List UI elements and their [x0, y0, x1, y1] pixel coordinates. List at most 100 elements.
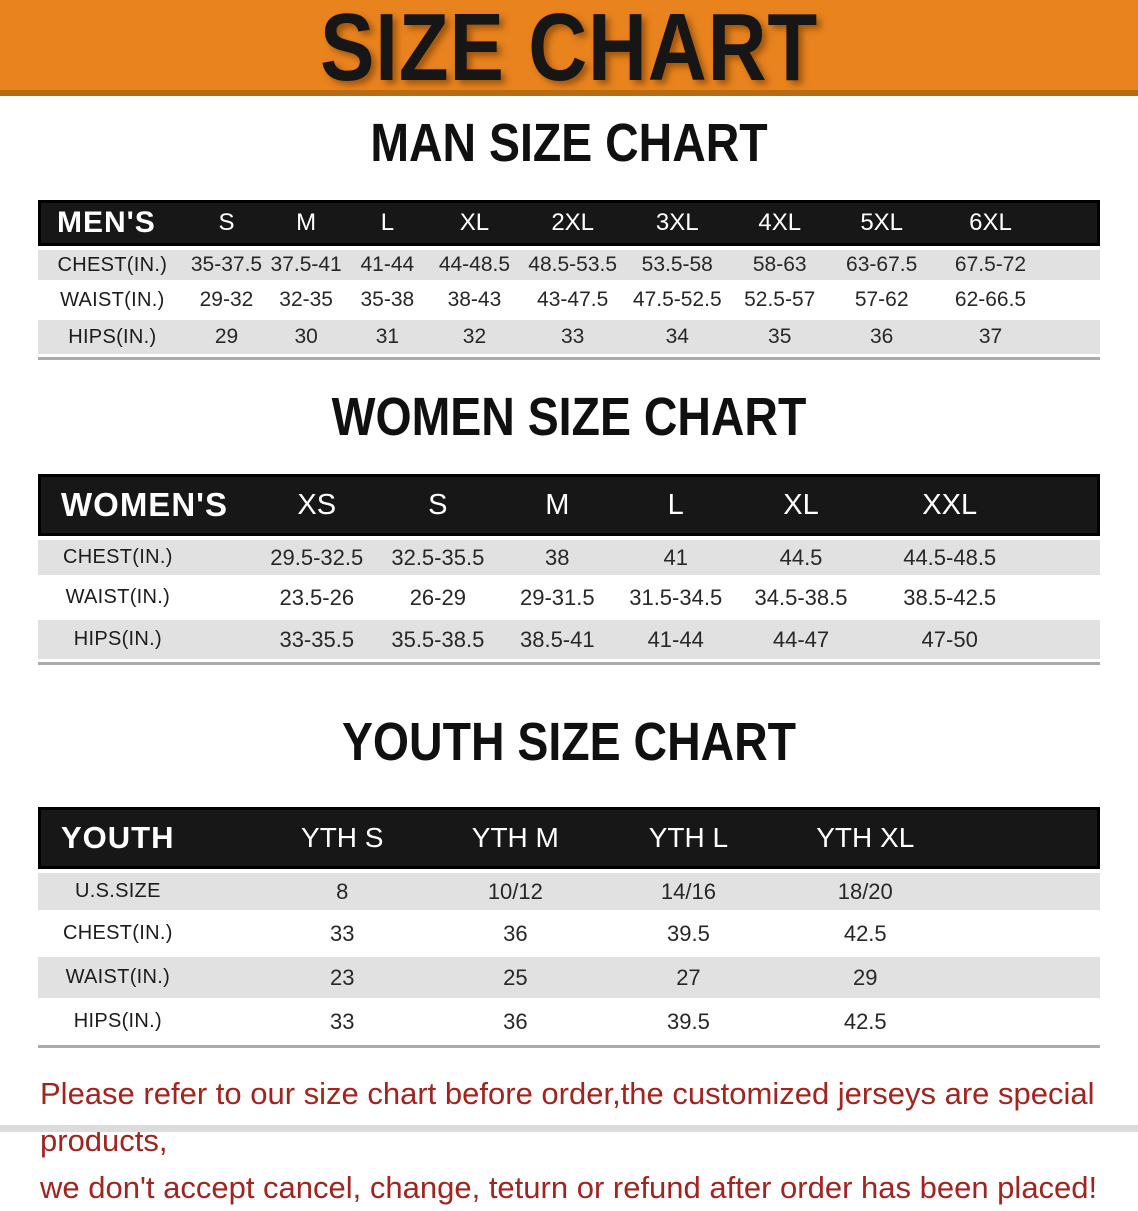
size-value-cell: 47-50 [867, 620, 1032, 662]
youth-size-table: YOUTH YTH S YTH M YTH L YTH XL U.S.SIZE … [38, 807, 1100, 1048]
row-label: U.S.SIZE [38, 869, 256, 913]
size-value-cell: 34 [625, 320, 730, 357]
size-value-cell: 57-62 [830, 283, 934, 320]
table-row: WAIST(IN.) 23 25 27 29 [38, 957, 1100, 1001]
size-value-cell: 33 [255, 1001, 429, 1045]
size-value-cell: 38 [497, 536, 617, 578]
size-value-cell: 29 [186, 320, 267, 357]
table-row: HIPS(IN.) 33-35.5 35.5-38.5 38.5-41 41-4… [38, 620, 1100, 662]
size-value-cell: 35-37.5 [186, 246, 267, 283]
men-table-header-row: MEN'S S M L XL 2XL 3XL 4XL 5XL 6XL [38, 200, 1100, 246]
table-row: WAIST(IN.) 23.5-26 26-29 29-31.5 31.5-34… [38, 578, 1100, 620]
size-col-header: XL [734, 474, 868, 536]
size-value-cell: 14/16 [601, 869, 775, 913]
size-value-cell: 48.5-53.5 [520, 246, 626, 283]
table-row: CHEST(IN.) 29.5-32.5 32.5-35.5 38 41 44.… [38, 536, 1100, 578]
size-value-cell: 26-29 [377, 578, 498, 620]
size-value-cell: 39.5 [601, 1001, 775, 1045]
size-value-cell: 47.5-52.5 [625, 283, 730, 320]
size-value-cell: 36 [428, 1001, 602, 1045]
disclaimer-line-2: we don't accept cancel, change, teturn o… [40, 1170, 1098, 1205]
size-value-cell: 29.5-32.5 [255, 536, 378, 578]
row-label: WAIST(IN.) [38, 957, 256, 1001]
size-value-cell: 35-38 [345, 283, 429, 320]
size-col-header: 2XL [520, 200, 626, 246]
row-label: WAIST(IN.) [38, 578, 256, 620]
size-value-cell: 29 [774, 957, 956, 1001]
youth-chart-heading: YOUTH SIZE CHART [0, 712, 1138, 781]
size-value-cell: 31.5-34.5 [616, 578, 735, 620]
size-col-header: YTH XL [774, 807, 956, 869]
size-col-header: 4XL [729, 200, 831, 246]
size-value-cell: 25 [428, 957, 602, 1001]
disclaimer-line-1: Please refer to our size chart before or… [40, 1076, 1095, 1158]
men-chart-heading: MAN SIZE CHART [0, 113, 1138, 182]
banner-title: SIZE CHART [319, 0, 819, 96]
size-col-header: M [266, 200, 346, 246]
row-label: HIPS(IN.) [38, 320, 187, 357]
size-value-cell: 36 [428, 913, 602, 957]
size-value-cell: 67.5-72 [933, 246, 1048, 283]
filler-cell [1047, 283, 1100, 320]
size-value-cell: 32 [428, 320, 521, 357]
size-value-cell: 41-44 [616, 620, 735, 662]
filler-cell [1032, 474, 1100, 536]
table-row: HIPS(IN.) 33 36 39.5 42.5 [38, 1001, 1100, 1045]
men-chart-heading-text: MAN SIZE CHART [370, 113, 768, 173]
size-value-cell: 33 [255, 913, 429, 957]
filler-cell [1032, 620, 1100, 662]
size-value-cell: 32.5-35.5 [377, 536, 498, 578]
size-value-cell: 44.5-48.5 [867, 536, 1032, 578]
size-col-header: 6XL [933, 200, 1048, 246]
youth-table-header-row: YOUTH YTH S YTH M YTH L YTH XL [38, 807, 1100, 869]
row-label: HIPS(IN.) [38, 620, 256, 662]
size-value-cell: 18/20 [774, 869, 956, 913]
size-value-cell: 38.5-41 [497, 620, 617, 662]
size-value-cell: 42.5 [774, 1001, 956, 1045]
size-value-cell: 33 [520, 320, 626, 357]
size-col-header: 3XL [625, 200, 730, 246]
size-value-cell: 29-31.5 [497, 578, 617, 620]
size-value-cell: 33-35.5 [255, 620, 378, 662]
size-value-cell: 38-43 [428, 283, 521, 320]
size-value-cell: 34.5-38.5 [734, 578, 868, 620]
filler-cell [1032, 536, 1100, 578]
size-col-header: YTH L [601, 807, 775, 869]
size-value-cell: 23.5-26 [255, 578, 378, 620]
women-table-title: WOMEN'S [38, 474, 256, 536]
size-col-header: YTH M [428, 807, 602, 869]
size-value-cell: 37 [933, 320, 1048, 357]
size-value-cell: 29-32 [186, 283, 267, 320]
filler-cell [1047, 320, 1100, 357]
table-row: CHEST(IN.) 33 36 39.5 42.5 [38, 913, 1100, 957]
size-value-cell: 32-35 [266, 283, 346, 320]
filler-cell [1047, 246, 1100, 283]
size-value-cell: 39.5 [601, 913, 775, 957]
women-chart-heading-text: WOMEN SIZE CHART [331, 387, 807, 447]
size-value-cell: 62-66.5 [933, 283, 1048, 320]
size-col-header: 5XL [830, 200, 934, 246]
size-value-cell: 44.5 [734, 536, 868, 578]
size-value-cell: 10/12 [428, 869, 602, 913]
row-label: CHEST(IN.) [38, 913, 256, 957]
row-label: CHEST(IN.) [38, 536, 256, 578]
size-value-cell: 38.5-42.5 [867, 578, 1032, 620]
women-table-header-row: WOMEN'S XS S M L XL XXL [38, 474, 1100, 536]
size-col-header: M [497, 474, 617, 536]
filler-cell [955, 957, 1100, 1001]
table-row: WAIST(IN.) 29-32 32-35 35-38 38-43 43-47… [38, 283, 1100, 320]
men-table-title: MEN'S [38, 200, 187, 246]
size-col-header: L [616, 474, 735, 536]
youth-chart-heading-text: YOUTH SIZE CHART [341, 712, 797, 772]
size-value-cell: 52.5-57 [729, 283, 831, 320]
filler-cell [955, 807, 1100, 869]
size-value-cell: 8 [255, 869, 429, 913]
row-label: WAIST(IN.) [38, 283, 187, 320]
table-row: U.S.SIZE 8 10/12 14/16 18/20 [38, 869, 1100, 913]
size-chart-banner: SIZE CHART [0, 0, 1138, 96]
disclaimer-text: Please refer to our size chart before or… [40, 1070, 1120, 1211]
size-col-header: S [377, 474, 498, 536]
men-size-table: MEN'S S M L XL 2XL 3XL 4XL 5XL 6XL CHEST… [38, 200, 1100, 360]
size-value-cell: 27 [601, 957, 775, 1001]
size-value-cell: 43-47.5 [520, 283, 626, 320]
